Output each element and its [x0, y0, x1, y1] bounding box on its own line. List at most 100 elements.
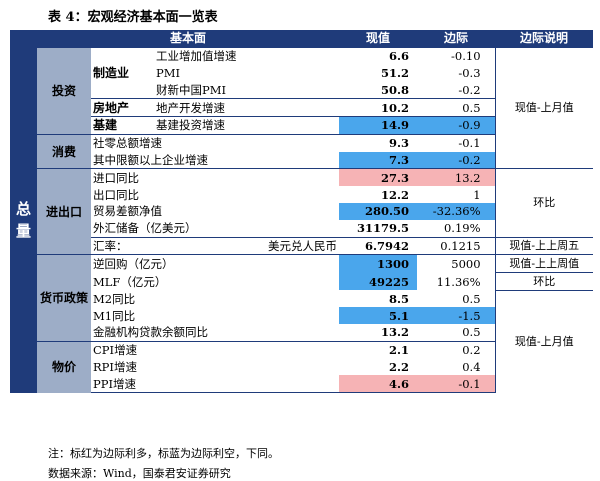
table-row: 进出口 进口同比 27.3 13.2 环比 — [10, 168, 594, 255]
indicator-margin: -0.9 — [417, 115, 496, 135]
indicator-margin: 13.2 — [417, 168, 496, 187]
indicator-value: 1300 — [339, 254, 418, 273]
macro-table-container: 基本面 现值 边际 边际说明 总 量 投资 制造业 工业增加值增速 6.6 -0… — [10, 30, 594, 434]
table-row: 汇率： 美元兑人民币 6.7942 0.1215 现值-上上周五 — [10, 236, 594, 255]
indicator-sublabel: 美元兑人民币 — [154, 236, 340, 255]
header-blank — [10, 30, 37, 48]
table-row: 金融机构贷款余额同比 13.2 0.5 — [10, 324, 593, 342]
indicator-margin: -0.2 — [458, 82, 481, 97]
indicator-label: 其中限额以上企业增速 — [91, 151, 340, 169]
header-margin: 边际 — [417, 30, 496, 48]
indicator-margin: -32.36% — [417, 202, 496, 220]
header-fundamentals: 基本面 — [37, 30, 340, 48]
indicator-margin: 0.2 — [417, 340, 496, 359]
indicator-value: 14.9 — [339, 115, 418, 135]
indicator-value: 6.7942 — [339, 236, 418, 255]
indicator-label: CPI增速 — [91, 340, 340, 359]
indicator-margin: 0.1215 — [417, 236, 496, 255]
indicator-margin: 0.19% — [443, 221, 481, 236]
indicator-value: 13.2 — [381, 325, 410, 340]
indicator-margin: 0.4 — [462, 360, 481, 375]
note-mom-prev-month-1: 现值-上月值 — [494, 46, 594, 169]
indicator-value: 4.6 — [339, 375, 418, 394]
indicator-value: 7.3 — [339, 151, 418, 169]
table-row: RPI增速 2.2 0.4 — [10, 358, 593, 376]
indicator-value: 2.2 — [389, 360, 410, 375]
header-current: 现值 — [339, 30, 418, 48]
category-consumption: 消费 — [37, 133, 91, 169]
indicator-margin: -0.10 — [417, 46, 496, 65]
table-row: 货币政策 逆回购（亿元） 1300 5000 现值-上上周值 — [10, 254, 594, 342]
indicator-value: 5.1 — [339, 307, 418, 325]
indicator-label: 工业增加值增速 — [154, 46, 340, 65]
indicator-value: 280.50 — [339, 202, 418, 220]
footer-note: 注：标红为边际利多，标蓝为边际利空，下同。 — [48, 447, 279, 460]
indicator-label: 外汇储备（亿美元） — [91, 219, 340, 238]
macro-fundamentals-table: 基本面 现值 边际 边际说明 总 量 投资 制造业 工业增加值增速 6.6 -0… — [10, 30, 594, 394]
indicator-label: 财新中国PMI — [154, 81, 340, 99]
table-row: 消费 社零总额增速 9.3 -0.1 — [10, 133, 593, 169]
indicator-value: 12.2 — [381, 187, 410, 202]
indicator-label: RPI增速 — [91, 358, 340, 376]
table-row: 财新中国PMI 50.8 -0.2 — [10, 81, 593, 99]
indicator-label: 地产开发增速 — [154, 98, 340, 117]
indicator-margin: -0.1 — [417, 375, 496, 394]
total-label: 总 量 — [10, 47, 37, 393]
indicator-value: 51.2 — [381, 65, 410, 80]
header-note: 边际说明 — [495, 30, 594, 48]
indicator-label: 进口同比 — [91, 168, 340, 187]
indicator-value: 49225 — [339, 272, 418, 291]
category-investment: 投资 — [37, 46, 91, 135]
indicator-label: M2同比 — [91, 290, 340, 308]
category-price: 物价 — [37, 340, 91, 393]
table-row: 物价 CPI增速 2.1 0.2 — [10, 340, 593, 393]
table-row: 出口同比 12.2 1 — [10, 186, 593, 203]
table-row: 基建 基建投资增速 14.9 -0.9 — [10, 115, 593, 135]
category-monetary: 货币政策 — [37, 254, 91, 342]
table-header-row: 基本面 现值 边际 边际说明 — [10, 30, 594, 48]
table-row: 总 量 投资 制造业 工业增加值增速 6.6 -0.10 现值-上月值 — [10, 46, 594, 393]
indicator-margin: 11.36% — [436, 274, 481, 289]
table-row: MLF（亿元） 49225 11.36% 环比 — [10, 272, 594, 291]
indicator-margin: 0.5 — [462, 325, 481, 340]
total-label-char-1: 总 — [15, 200, 31, 219]
indicator-margin: 0.5 — [417, 98, 496, 117]
indicator-margin: 5000 — [417, 254, 496, 273]
subcategory-manufacturing: 制造业 — [91, 46, 154, 99]
table-row: PPI增速 4.6 -0.1 — [10, 375, 593, 394]
indicator-margin: -0.2 — [417, 151, 496, 169]
table-row: 贸易差额净值 280.50 -32.36% — [10, 202, 593, 220]
table-row: PMI 51.2 -0.3 — [10, 64, 593, 82]
indicator-margin: -0.3 — [458, 65, 481, 80]
indicator-margin: -0.1 — [417, 133, 496, 152]
note-prev-week: 现值-上上周值 — [494, 254, 594, 273]
indicator-margin: 0.5 — [462, 291, 481, 306]
indicator-value: 6.6 — [339, 46, 418, 65]
subcategory-real-estate: 房地产 — [91, 98, 154, 117]
indicator-value: 31179.5 — [357, 221, 410, 236]
indicator-margin: -1.5 — [417, 307, 496, 325]
table-row: 外汇储备（亿美元） 31179.5 0.19% — [10, 219, 593, 238]
indicator-label: 出口同比 — [91, 186, 340, 203]
indicator-value: 9.3 — [339, 133, 418, 152]
indicator-value: 2.1 — [339, 340, 418, 359]
table-row: 房地产 地产开发增速 10.2 0.5 — [10, 98, 593, 117]
subcategory-infrastructure: 基建 — [91, 115, 154, 135]
total-label-char-2: 量 — [15, 222, 31, 241]
indicator-value: 50.8 — [381, 82, 410, 97]
note-prev-friday: 现值-上上周五 — [494, 236, 594, 255]
indicator-label: PPI增速 — [91, 375, 340, 394]
category-trade: 进出口 — [37, 168, 91, 255]
indicator-label: 汇率： — [91, 236, 154, 255]
note-mom-prev-month-2: 现值-上月值 — [494, 289, 594, 393]
indicator-label: 金融机构贷款余额同比 — [91, 324, 340, 342]
table-row: 其中限额以上企业增速 7.3 -0.2 — [10, 151, 593, 169]
indicator-label: M1同比 — [91, 307, 340, 325]
note-yoy-2: 环比 — [494, 272, 594, 291]
indicator-value: 10.2 — [339, 98, 418, 117]
indicator-margin: 1 — [473, 187, 481, 202]
indicator-value: 8.5 — [389, 291, 410, 306]
indicator-value: 27.3 — [339, 168, 418, 187]
table-caption: 表 4：宏观经济基本面一览表 — [48, 10, 218, 25]
indicator-label: MLF（亿元） — [91, 272, 340, 291]
